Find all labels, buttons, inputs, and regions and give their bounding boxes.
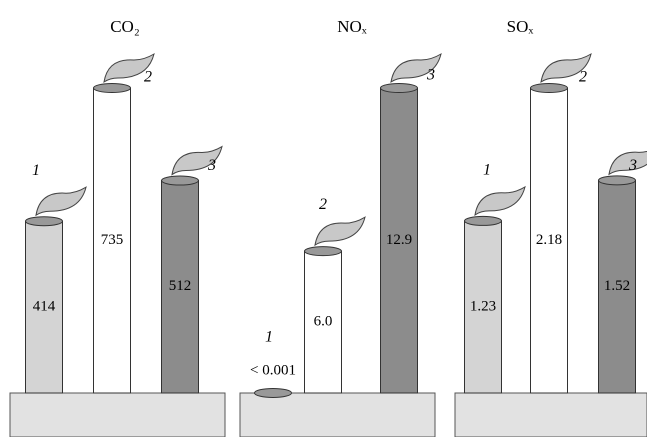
smoke (36, 187, 86, 215)
chimney-top (381, 84, 418, 93)
chimney-top (94, 84, 131, 93)
chimney-top (255, 388, 292, 397)
smoke (475, 187, 525, 215)
value-label: 6.0 (314, 314, 333, 330)
chart-title: CO₂ (110, 17, 140, 36)
chart-title: NOₓ (337, 17, 367, 36)
page: CO₂ 414 1 735 2 512 3 NOₓ < 0.001 1 6.0 2 12.9 3 SOₓ 1.… (0, 0, 647, 437)
chimney-top (465, 216, 502, 225)
chimney-top (26, 217, 63, 226)
chimney-top (305, 247, 342, 256)
value-label: 1.52 (604, 278, 630, 294)
value-label: 2.18 (536, 232, 562, 248)
category-label: 1 (483, 162, 491, 179)
category-label: 2 (579, 69, 587, 86)
category-label: 3 (628, 157, 637, 174)
category-label: 2 (319, 196, 327, 213)
value-label: 735 (101, 232, 124, 248)
ground (10, 393, 225, 437)
category-label: 3 (207, 157, 216, 174)
chart-title: SOₓ (507, 17, 534, 36)
value-label: 1.23 (470, 298, 496, 314)
smoke (609, 146, 647, 174)
value-label: 12.9 (386, 232, 412, 248)
smoke (315, 217, 365, 245)
chimney-top (599, 176, 636, 185)
category-label: 1 (265, 329, 273, 346)
chart: CO₂ 414 1 735 2 512 3 NOₓ < 0.001 1 6.0 2 12.9 3 SOₓ 1.… (0, 0, 647, 437)
category-label: 1 (32, 162, 40, 179)
value-label: 512 (169, 278, 192, 294)
ground (455, 393, 647, 437)
category-label: 2 (144, 69, 152, 86)
category-label: 3 (426, 67, 435, 84)
ground (240, 393, 435, 437)
value-label: 414 (33, 299, 56, 315)
chimney-top (162, 176, 199, 185)
chimney-top (531, 84, 568, 93)
value-label: < 0.001 (250, 362, 296, 378)
